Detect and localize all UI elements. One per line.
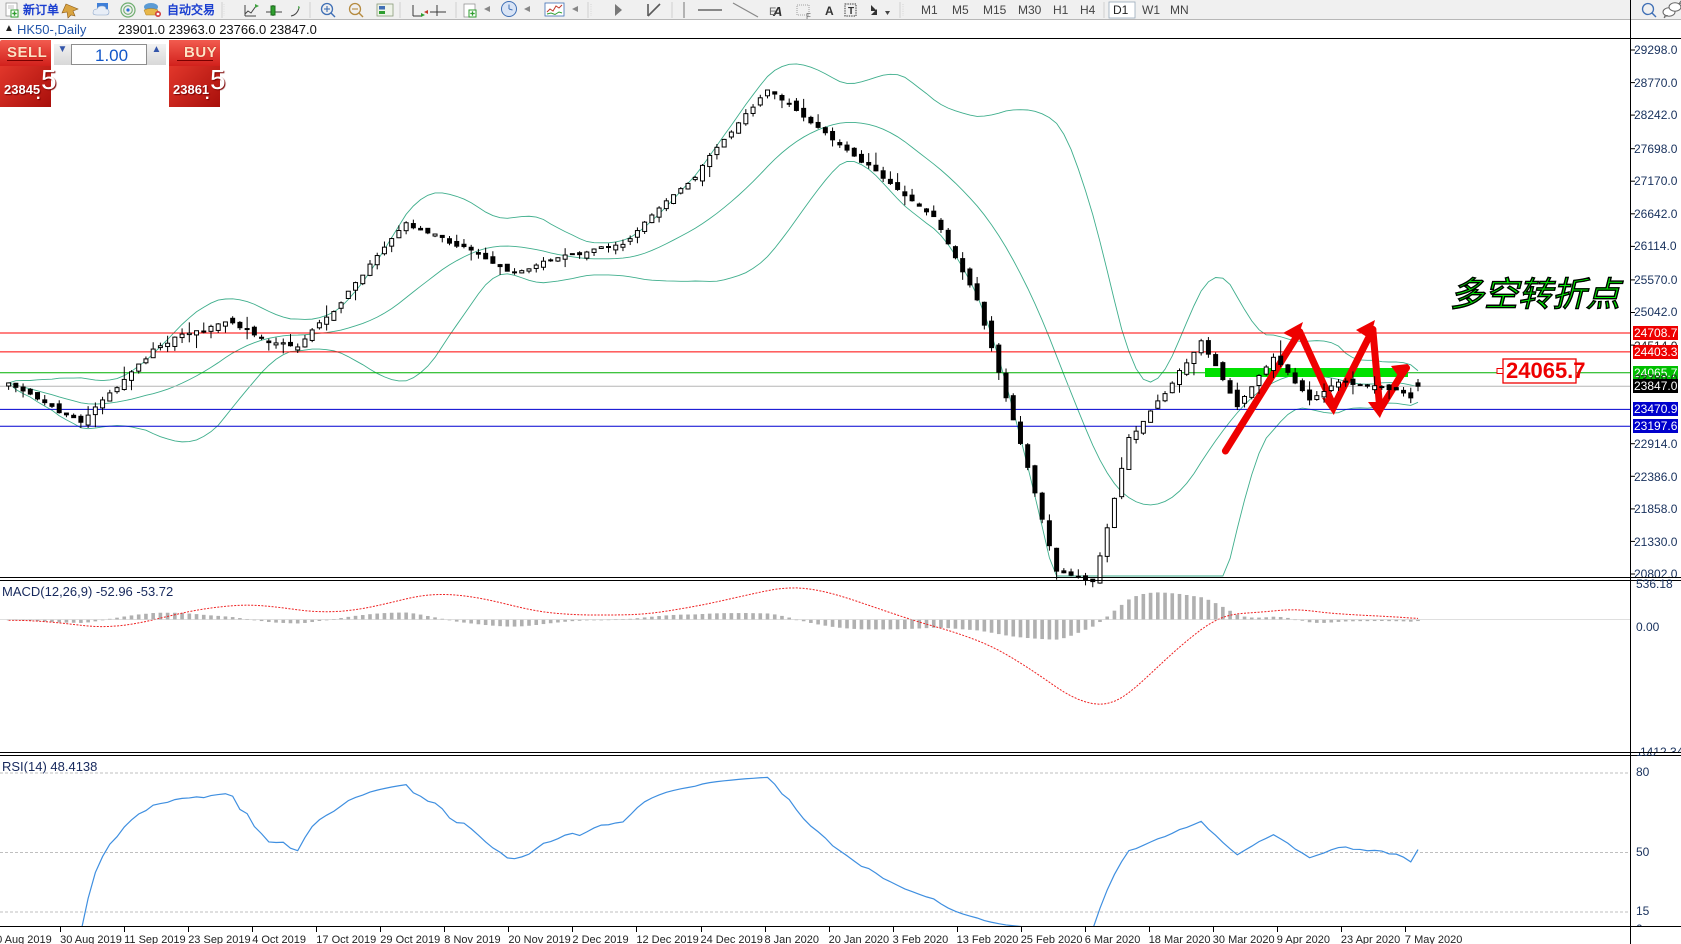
svg-text:24065.7: 24065.7 <box>1506 358 1586 383</box>
svg-text:多空转折点: 多空转折点 <box>1450 276 1624 314</box>
